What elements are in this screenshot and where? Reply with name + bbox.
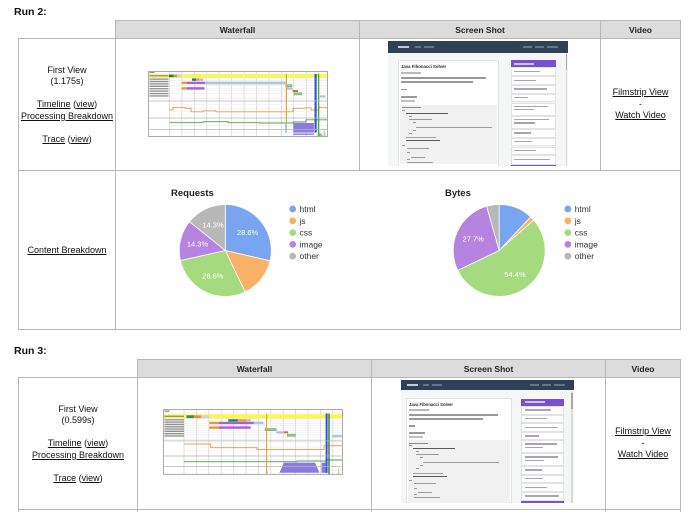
svg-text:html: html <box>575 204 591 214</box>
svg-text:28.6%: 28.6% <box>202 272 224 281</box>
svg-text:14.3%: 14.3% <box>187 240 209 249</box>
svg-text:14.3%: 14.3% <box>202 220 224 229</box>
svg-text:Bytes: Bytes <box>445 188 471 199</box>
svg-text:54.4%: 54.4% <box>504 270 526 279</box>
svg-text:other: other <box>575 251 595 261</box>
svg-text:js: js <box>574 216 581 226</box>
svg-text:js: js <box>299 216 306 226</box>
svg-text:28.6%: 28.6% <box>237 228 259 237</box>
svg-text:html: html <box>300 204 316 214</box>
svg-text:27.7%: 27.7% <box>463 234 485 243</box>
svg-text:image: image <box>300 239 323 249</box>
svg-text:css: css <box>300 228 313 238</box>
svg-text:image: image <box>575 239 598 249</box>
svg-text:css: css <box>575 228 588 238</box>
svg-text:other: other <box>300 251 320 261</box>
svg-text:Requests: Requests <box>171 188 214 199</box>
